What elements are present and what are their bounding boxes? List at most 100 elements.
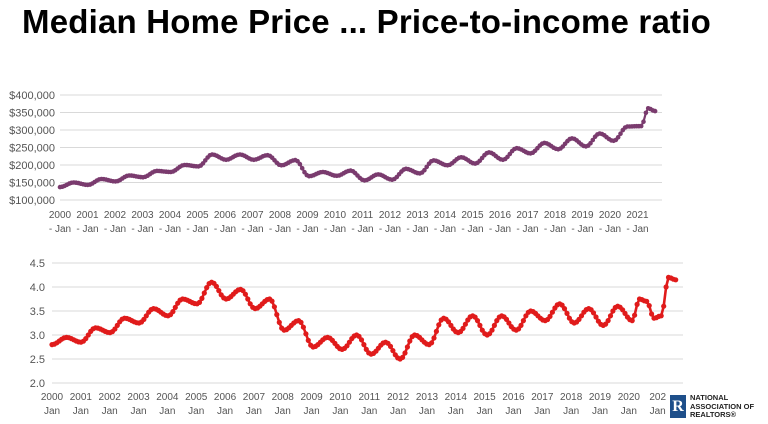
data-point (658, 313, 664, 319)
x-tick-month: - Jan (241, 224, 263, 235)
logo-line-1: NATIONAL (690, 393, 729, 402)
data-point (661, 303, 667, 309)
x-tick-year: 2003 (127, 392, 150, 403)
y-tick-label: $200,000 (9, 160, 55, 172)
x-tick-year: 2016 (502, 392, 525, 403)
data-point (269, 298, 275, 304)
data-point (216, 288, 222, 294)
x-tick-year: 2013 (406, 210, 429, 221)
data-point (431, 335, 437, 341)
x-tick-year: 2006 (214, 210, 237, 221)
data-point (300, 324, 306, 330)
data-point (436, 322, 442, 328)
y-tick-label: 2.5 (30, 354, 45, 366)
x-tick-month: Jan (159, 406, 175, 417)
x-tick-month: - Jan (186, 224, 208, 235)
x-tick-year: 2008 (269, 210, 292, 221)
data-point (361, 342, 367, 348)
nar-logo: R NATIONAL ASSOCIATION OF REALTORS® (670, 393, 768, 422)
data-point (632, 312, 638, 318)
x-tick-month: Jan (621, 406, 637, 417)
x-tick-month: Jan (73, 406, 89, 417)
data-point (299, 165, 305, 171)
realtor-r-icon: R (670, 395, 686, 418)
x-tick-month: Jan (477, 406, 493, 417)
data-point (663, 284, 669, 290)
x-tick-year: 2020 (618, 392, 641, 403)
x-tick-year: 2002 (99, 392, 122, 403)
data-point (297, 161, 303, 167)
x-tick-month: - Jan (599, 224, 621, 235)
data-point (213, 283, 219, 289)
x-tick-year: 2021 (626, 210, 649, 221)
data-point (634, 301, 640, 307)
y-tick-label: 4.5 (30, 258, 45, 270)
x-tick-year: 2005 (185, 392, 208, 403)
x-tick-month: Jan (448, 406, 464, 417)
x-tick-year: 2009 (296, 210, 319, 221)
x-tick-month: Jan (650, 406, 666, 417)
x-tick-month: - Jan (516, 224, 538, 235)
x-tick-month: - Jan (159, 224, 181, 235)
x-tick-year: 2005 (186, 210, 209, 221)
data-point (489, 327, 495, 333)
x-tick-year: 2001 (76, 210, 99, 221)
y-tick-label: $100,000 (9, 195, 55, 207)
data-point (477, 322, 483, 328)
data-point (607, 313, 614, 319)
data-point (590, 310, 597, 316)
data-point (646, 303, 652, 309)
data-point (390, 348, 396, 354)
logo-line-2: ASSOCIATION OF (690, 401, 755, 411)
data-point (358, 337, 365, 343)
x-tick-year: 2010 (329, 392, 352, 403)
data-point (204, 285, 210, 291)
x-tick-year: 2007 (241, 210, 264, 221)
x-tick-year: 2000 (41, 392, 64, 403)
x-tick-year: 2019 (571, 210, 594, 221)
x-tick-month: Jan (534, 406, 550, 417)
data-point (673, 277, 679, 283)
data-point (549, 309, 556, 315)
x-tick-year: 2000 (49, 210, 72, 221)
data-point (433, 328, 439, 334)
y-tick-label: $150,000 (9, 178, 55, 190)
data-point (547, 313, 553, 319)
y-tick-label: 3.0 (30, 330, 45, 342)
x-tick-month: Jan (505, 406, 521, 417)
data-point (242, 291, 248, 297)
data-point (643, 110, 649, 116)
x-tick-year: 2017 (531, 392, 554, 403)
data-point (618, 131, 623, 136)
x-tick-month: Jan (332, 406, 348, 417)
data-point (474, 318, 481, 324)
x-tick-year: 2011 (359, 392, 381, 403)
x-tick-month: - Jan (269, 224, 291, 235)
x-tick-month: Jan (304, 406, 320, 417)
x-tick-year: 2014 (434, 210, 457, 221)
x-tick-month: Jan (44, 406, 60, 417)
x-tick-month: - Jan (489, 224, 511, 235)
data-point (305, 337, 311, 343)
data-point (402, 350, 408, 356)
data-point (588, 140, 593, 146)
data-point (518, 322, 524, 328)
x-tick-month: - Jan (296, 224, 318, 235)
x-tick-year: 2018 (560, 392, 583, 403)
x-tick-month: Jan (130, 406, 146, 417)
data-point (274, 312, 280, 318)
x-tick-month: Jan (592, 406, 608, 417)
x-tick-month: Jan (563, 406, 579, 417)
x-tick-month: Jan (361, 406, 377, 417)
x-tick-year: 202 (649, 392, 666, 403)
x-tick-month: - Jan (49, 224, 71, 235)
x-tick-year: 2014 (445, 392, 468, 403)
data-point (429, 340, 435, 346)
x-tick-year: 2019 (589, 392, 612, 403)
x-tick-month: Jan (102, 406, 118, 417)
data-point (561, 306, 568, 312)
data-point (404, 344, 410, 350)
x-tick-month: Jan (217, 406, 233, 417)
data-point (462, 321, 468, 327)
